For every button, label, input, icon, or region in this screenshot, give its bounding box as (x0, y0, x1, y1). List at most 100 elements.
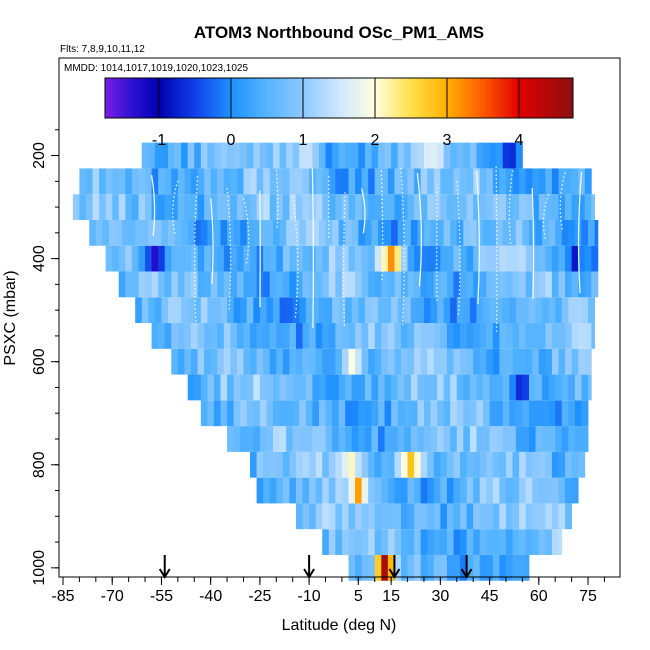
heatmap-cell (213, 374, 221, 401)
heatmap-cell (440, 554, 448, 581)
heatmap-cell (154, 219, 162, 246)
heatmap-cell (509, 142, 517, 169)
heatmap-cell (483, 400, 490, 427)
colorbar-segment (256, 78, 261, 118)
heatmap-cell (483, 297, 490, 324)
heatmap-cell (328, 323, 336, 349)
heatmap-cell (505, 477, 513, 504)
heatmap-cell (348, 477, 356, 504)
heatmap-cell (355, 271, 363, 298)
heatmap-cell (584, 168, 592, 195)
heatmap-cell (273, 426, 280, 452)
heatmap-cell (368, 245, 376, 272)
heatmap-cell (125, 271, 133, 298)
heatmap-cell (279, 374, 287, 401)
heatmap-cell (302, 245, 310, 272)
colorbar-segment (385, 78, 390, 118)
heatmap-cell (204, 194, 212, 220)
heatmap-cell (200, 142, 208, 169)
colorbar-segment (321, 78, 326, 118)
heatmap-cell (266, 426, 274, 452)
heatmap-cell (171, 348, 179, 375)
flight-track-streak (542, 193, 550, 242)
heatmap-cell (466, 503, 474, 530)
heatmap-cell (407, 503, 415, 530)
heatmap-cell (469, 142, 477, 169)
colorbar-segment (342, 78, 347, 118)
heatmap-cell (473, 554, 481, 581)
heatmap-cell (505, 245, 513, 272)
heatmap-cell (568, 219, 576, 246)
heatmap-cell (322, 245, 330, 272)
heatmap-cell (414, 323, 422, 349)
heatmap-cell (158, 271, 166, 298)
heatmap-cell (558, 529, 563, 555)
heatmap-cell (312, 142, 320, 169)
heatmap-cell (509, 374, 517, 401)
heatmap-cell (466, 245, 474, 272)
heatmap-cell (568, 426, 576, 452)
colorbar-segment (292, 78, 297, 118)
heatmap-cell (578, 168, 586, 195)
heatmap-cell (364, 297, 372, 324)
heatmap-cell (460, 194, 468, 220)
heatmap-cell (236, 168, 244, 195)
y-tick-label: 600 (31, 348, 48, 375)
heatmap-cell (440, 451, 448, 478)
heatmap-cell (473, 245, 481, 272)
heatmap-cell (499, 168, 507, 195)
heatmap-cell (118, 194, 126, 220)
heatmap-cell (433, 529, 441, 555)
heatmap-cell (358, 400, 366, 427)
heatmap-cell (469, 297, 477, 324)
x-axis-label: Latitude (deg N) (282, 617, 397, 634)
heatmap-cell (378, 426, 385, 452)
colorbar-segment (137, 78, 142, 118)
heatmap-cell (177, 245, 185, 272)
heatmap-cell (558, 477, 566, 504)
heatmap-cell (295, 245, 303, 272)
heatmap-cell (309, 451, 317, 478)
heatmap-cell (391, 297, 399, 324)
heatmap-cell (309, 503, 317, 530)
heatmap-cell (325, 426, 333, 452)
heatmap-cell (364, 219, 372, 246)
y-axis: 200 400 600 800 1000 (31, 129, 59, 586)
heatmap-cell (391, 426, 399, 452)
heatmap-cell (194, 219, 202, 246)
heatmap-cell (210, 245, 218, 272)
heatmap-cell (414, 554, 422, 581)
heatmap-cell (486, 477, 494, 504)
heatmap-cell (499, 554, 507, 581)
heatmap-cell (345, 297, 353, 324)
heatmap-cell (505, 529, 513, 555)
colorbar-segment (198, 78, 203, 118)
heatmap-cell (532, 323, 540, 349)
heatmap-cell (565, 348, 573, 375)
heatmap-cell (433, 194, 441, 220)
heatmap-cell (591, 271, 599, 298)
heatmap-cell (437, 400, 445, 427)
heatmap-cell (125, 245, 133, 272)
heatmap-cell (151, 245, 159, 272)
heatmap-cell (519, 323, 527, 349)
heatmap-cell (427, 451, 435, 478)
heatmap-cell (295, 451, 303, 478)
heatmap-cell (473, 323, 481, 349)
heatmap-cell (581, 374, 589, 401)
heatmap-cell (548, 400, 556, 427)
heatmap-cell (433, 168, 441, 195)
heatmap-cell (181, 219, 189, 246)
heatmap-cell (177, 323, 185, 349)
colorbar-segment (202, 78, 207, 118)
heatmap-cell (240, 374, 248, 401)
heatmap-cell (207, 142, 215, 169)
heatmap-cell (515, 142, 523, 169)
colorbar-segment (400, 78, 405, 118)
colorbar-segment (558, 78, 563, 118)
heatmap-cell (502, 400, 510, 427)
colorbar-segment (105, 78, 110, 118)
heatmap-cell (338, 297, 346, 324)
heatmap-cell (138, 271, 146, 298)
flight-track-streak (495, 166, 498, 334)
